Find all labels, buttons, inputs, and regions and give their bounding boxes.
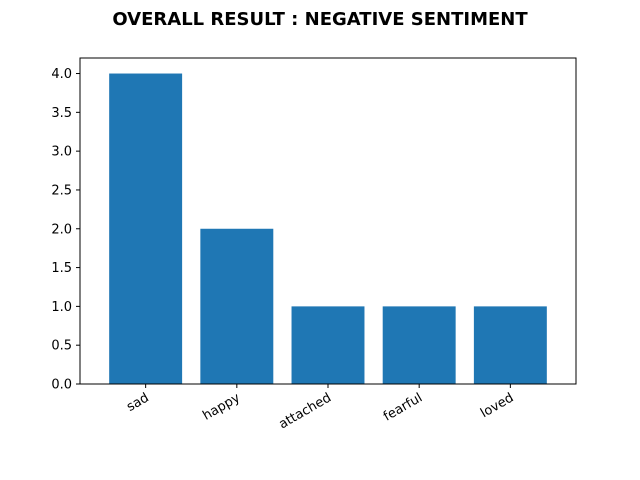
y-tick-label-8: 4.0 bbox=[51, 67, 72, 82]
x-axis: sad happy attached fearful loved bbox=[124, 384, 516, 432]
x-tick-label-sad: sad bbox=[124, 390, 151, 414]
y-tick-label-5: 2.5 bbox=[51, 183, 72, 198]
bar-attached bbox=[291, 306, 365, 384]
plot-frame bbox=[79, 57, 577, 385]
y-tick-label-4: 2.0 bbox=[51, 222, 72, 237]
bar-loved bbox=[473, 306, 547, 384]
bar-fearful bbox=[382, 306, 456, 384]
bars-group bbox=[109, 73, 547, 385]
y-axis: 0.0 0.5 1.0 1.5 2.0 2.5 3.0 3.5 4.0 bbox=[51, 67, 80, 393]
y-tick-label-1: 0.5 bbox=[51, 339, 72, 354]
y-tick-label-6: 3.0 bbox=[51, 145, 72, 160]
y-tick-label-2: 1.0 bbox=[51, 300, 72, 315]
bar-sad bbox=[109, 73, 183, 385]
chart-title: OVERALL RESULT : NEGATIVE SENTIMENT bbox=[112, 9, 528, 30]
y-tick-label-3: 1.5 bbox=[51, 261, 72, 276]
x-tick-label-happy: happy bbox=[200, 390, 243, 423]
x-tick-label-loved: loved bbox=[478, 390, 516, 421]
y-tick-label-0: 0.0 bbox=[51, 378, 72, 393]
x-tick-label-fearful: fearful bbox=[381, 390, 425, 424]
bar-happy bbox=[200, 228, 274, 384]
x-tick-label-attached: attached bbox=[276, 390, 334, 432]
y-tick-label-7: 3.5 bbox=[51, 106, 72, 121]
